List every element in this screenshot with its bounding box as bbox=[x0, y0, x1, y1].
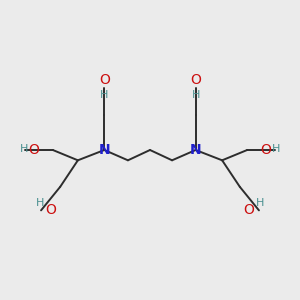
Text: H: H bbox=[20, 143, 28, 154]
Text: H: H bbox=[272, 143, 281, 154]
Text: O: O bbox=[261, 143, 272, 157]
Text: H: H bbox=[255, 198, 264, 208]
Text: H: H bbox=[36, 198, 45, 208]
Text: O: O bbox=[190, 73, 201, 87]
Text: O: O bbox=[28, 143, 39, 157]
Text: H: H bbox=[191, 90, 200, 100]
Text: H: H bbox=[100, 90, 109, 100]
Text: O: O bbox=[99, 73, 110, 87]
Text: O: O bbox=[244, 203, 254, 218]
Text: O: O bbox=[46, 203, 56, 218]
Text: N: N bbox=[190, 143, 202, 157]
Text: N: N bbox=[98, 143, 110, 157]
